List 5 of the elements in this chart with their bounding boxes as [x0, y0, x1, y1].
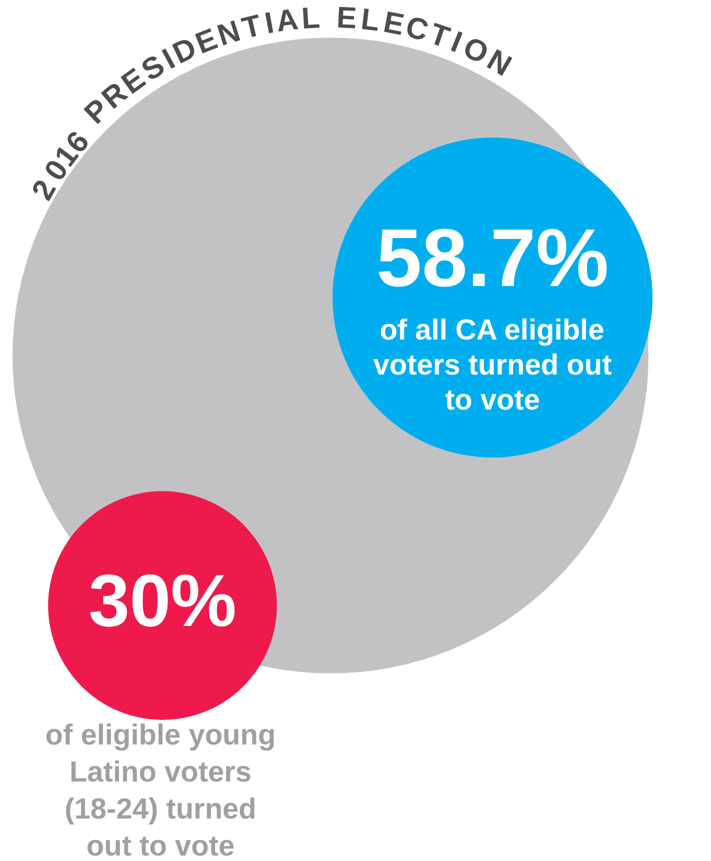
data-label: 30%	[88, 559, 237, 642]
data-label: 58.7%	[376, 213, 609, 304]
category-label: of all CA eligible voters turned out to vote	[373, 314, 612, 416]
chart-title: 2016 PRESIDENTIAL ELECTION	[26, 1, 517, 206]
category-label: of eligible young Latino voters (18-24) turned out to vote	[45, 720, 276, 861]
